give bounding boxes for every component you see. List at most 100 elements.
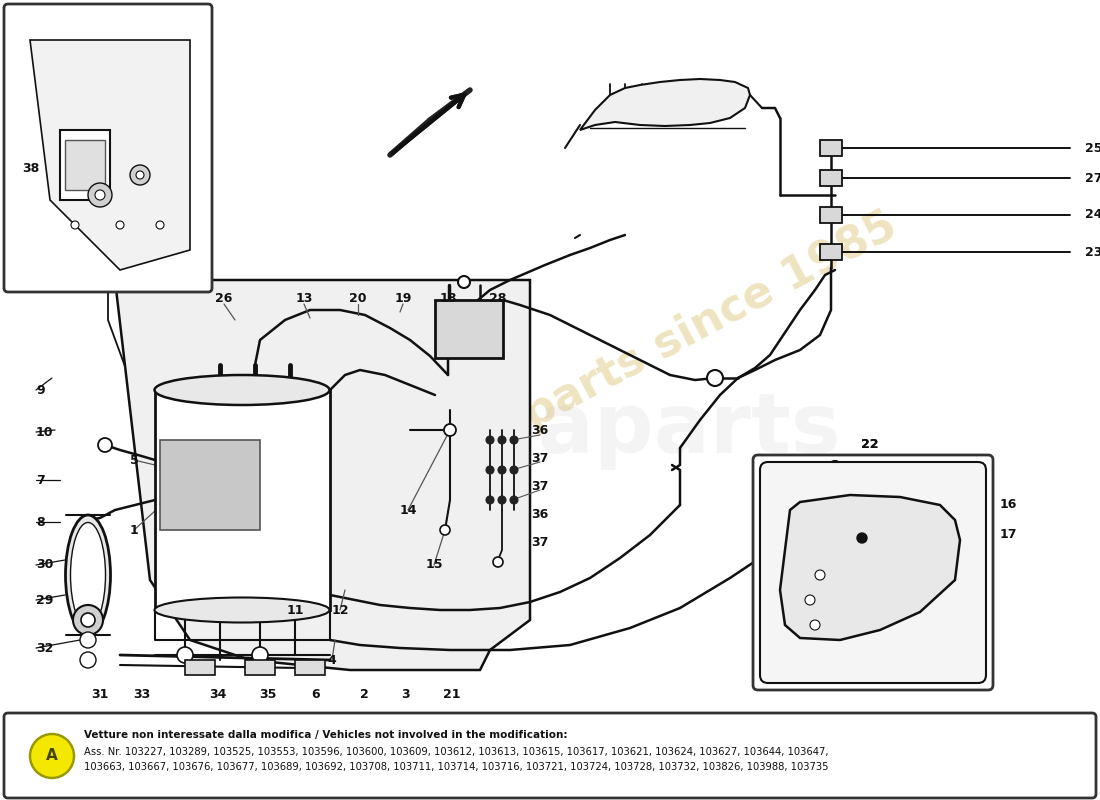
Bar — [820, 244, 842, 260]
Circle shape — [444, 424, 456, 436]
Text: 3: 3 — [400, 687, 409, 701]
Circle shape — [252, 647, 268, 663]
Circle shape — [486, 436, 494, 444]
Circle shape — [80, 632, 96, 648]
Text: 30: 30 — [36, 558, 54, 571]
Bar — [60, 130, 110, 200]
Circle shape — [88, 183, 112, 207]
Text: 28: 28 — [490, 291, 507, 305]
Bar — [820, 207, 842, 223]
Text: 6: 6 — [311, 687, 320, 701]
Circle shape — [458, 276, 470, 288]
Polygon shape — [780, 495, 960, 640]
Polygon shape — [116, 280, 530, 670]
Text: 32: 32 — [36, 642, 54, 654]
Text: 20: 20 — [350, 291, 366, 305]
Text: 21: 21 — [443, 687, 461, 701]
Circle shape — [130, 165, 150, 185]
Text: 22: 22 — [861, 438, 879, 451]
Ellipse shape — [66, 515, 110, 635]
Text: 31: 31 — [91, 687, 109, 701]
Text: 37: 37 — [531, 535, 549, 549]
Text: 18: 18 — [439, 291, 456, 305]
Text: 4: 4 — [328, 654, 337, 666]
Circle shape — [815, 570, 825, 580]
FancyBboxPatch shape — [760, 462, 986, 683]
Circle shape — [80, 652, 96, 668]
Text: 24: 24 — [1085, 209, 1100, 222]
Bar — [434, 300, 503, 358]
Text: 17: 17 — [1000, 529, 1018, 542]
Bar — [295, 660, 324, 675]
Circle shape — [857, 533, 867, 543]
Text: 25: 25 — [1085, 142, 1100, 154]
Text: 12: 12 — [331, 603, 349, 617]
Circle shape — [510, 466, 518, 474]
Text: 19: 19 — [394, 291, 411, 305]
Circle shape — [493, 557, 503, 567]
Circle shape — [95, 190, 104, 200]
Text: 22: 22 — [861, 438, 879, 451]
Text: 5: 5 — [130, 454, 139, 466]
Text: 16: 16 — [1000, 498, 1018, 511]
Circle shape — [707, 370, 723, 386]
Circle shape — [98, 438, 112, 452]
Bar — [160, 440, 260, 530]
Ellipse shape — [154, 375, 330, 405]
Circle shape — [498, 466, 506, 474]
Circle shape — [486, 496, 494, 504]
FancyBboxPatch shape — [754, 455, 993, 690]
Circle shape — [510, 436, 518, 444]
Circle shape — [72, 221, 79, 229]
Bar — [820, 170, 842, 186]
Circle shape — [30, 734, 74, 778]
Circle shape — [498, 496, 506, 504]
Text: 27: 27 — [1085, 171, 1100, 185]
Circle shape — [81, 613, 95, 627]
Text: 36: 36 — [531, 423, 549, 437]
FancyBboxPatch shape — [4, 713, 1096, 798]
Text: 23: 23 — [1085, 246, 1100, 258]
Text: 8: 8 — [36, 515, 45, 529]
Text: 2: 2 — [360, 687, 368, 701]
Bar — [155, 390, 330, 610]
Circle shape — [116, 221, 124, 229]
Circle shape — [136, 171, 144, 179]
Text: 34: 34 — [209, 687, 227, 701]
Text: 36: 36 — [531, 507, 549, 521]
Polygon shape — [580, 79, 750, 130]
Text: 26: 26 — [216, 291, 233, 305]
Text: 33: 33 — [133, 687, 151, 701]
Text: Vetture non interessate dalla modifica / Vehicles not involved in the modificati: Vetture non interessate dalla modifica /… — [84, 730, 568, 740]
Text: 1: 1 — [130, 523, 139, 537]
Text: 29: 29 — [36, 594, 54, 606]
Text: 38: 38 — [22, 162, 40, 174]
Text: 10: 10 — [36, 426, 54, 438]
Bar — [245, 660, 275, 675]
Circle shape — [810, 620, 820, 630]
Text: 35: 35 — [260, 687, 277, 701]
Text: Ass. Nr. 103227, 103289, 103525, 103553, 103596, 103600, 103609, 103612, 103613,: Ass. Nr. 103227, 103289, 103525, 103553,… — [84, 747, 828, 757]
Text: 7: 7 — [36, 474, 45, 486]
Circle shape — [828, 461, 842, 475]
Text: 11: 11 — [286, 603, 304, 617]
Text: daparts: daparts — [478, 390, 842, 470]
Text: 15: 15 — [426, 558, 442, 571]
Text: passion for parts since 1985: passion for parts since 1985 — [255, 204, 904, 576]
Bar — [185, 660, 214, 675]
Text: 14: 14 — [399, 503, 417, 517]
Ellipse shape — [70, 522, 106, 627]
Circle shape — [156, 221, 164, 229]
Circle shape — [486, 466, 494, 474]
Text: 9: 9 — [36, 383, 45, 397]
Circle shape — [805, 595, 815, 605]
Circle shape — [510, 496, 518, 504]
Bar — [820, 140, 842, 156]
Text: 13: 13 — [295, 291, 312, 305]
Polygon shape — [30, 40, 190, 270]
Text: A: A — [46, 749, 58, 763]
Circle shape — [498, 436, 506, 444]
Text: 37: 37 — [531, 479, 549, 493]
Circle shape — [73, 605, 103, 635]
FancyBboxPatch shape — [4, 4, 212, 292]
